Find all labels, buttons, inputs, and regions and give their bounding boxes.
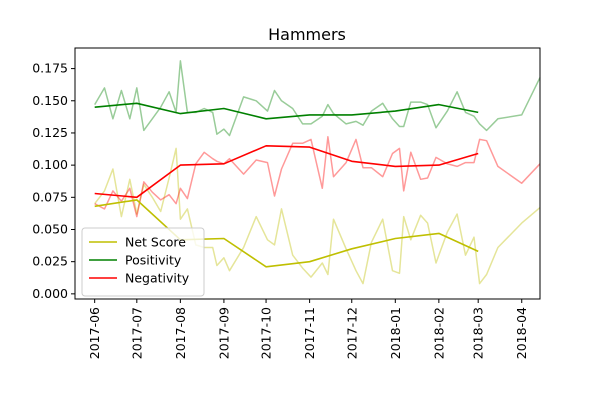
x-tick-label: 2017-06 [87, 307, 102, 359]
y-tick-label: 0.150 [32, 93, 68, 108]
y-tick-label: 0.050 [32, 221, 68, 236]
series-3-faint-line [94, 147, 541, 285]
series-5-faint-line [94, 136, 541, 218]
y-tick-label: 0.075 [32, 189, 68, 204]
y-tick-label: 0.100 [32, 157, 68, 172]
x-tick-label: 2017-08 [173, 307, 188, 359]
legend: Net Score Positivity Negativity [81, 227, 205, 297]
legend-label-negativity: Negativity [125, 271, 190, 286]
legend-label-positivity: Positivity [125, 253, 182, 268]
x-tick-label: 2018-02 [431, 307, 446, 359]
positivity-line [94, 102, 479, 120]
legend-frame [81, 227, 205, 297]
series-4-faint-line [94, 60, 541, 137]
x-tick-label: 2017-10 [259, 307, 274, 359]
plot-area: 0.000 0.025 0.050 0.075 0.100 0.125 0.150 0.175… [32, 47, 541, 359]
axes-frame [74, 47, 541, 300]
x-tick-label: 2017-07 [129, 307, 144, 359]
y-tick-label: 0.000 [32, 286, 68, 301]
net-score-line [94, 199, 479, 268]
x-tick-label: 2018-01 [388, 307, 403, 359]
x-tick-label: 2018-04 [514, 307, 529, 359]
chart-title: Hammers [268, 25, 346, 44]
y-tick-label: 0.025 [32, 254, 68, 269]
y-tick-label: 0.175 [32, 61, 68, 76]
x-tick-label: 2018-03 [471, 307, 486, 359]
x-tick-label: 2017-12 [344, 307, 359, 359]
y-tick-label: 0.125 [32, 125, 68, 140]
legend-label-net-score: Net Score [125, 235, 186, 250]
negativity-line [94, 145, 479, 199]
x-tick-label: 2017-09 [216, 307, 231, 359]
x-tick-label: 2017-11 [302, 307, 317, 359]
